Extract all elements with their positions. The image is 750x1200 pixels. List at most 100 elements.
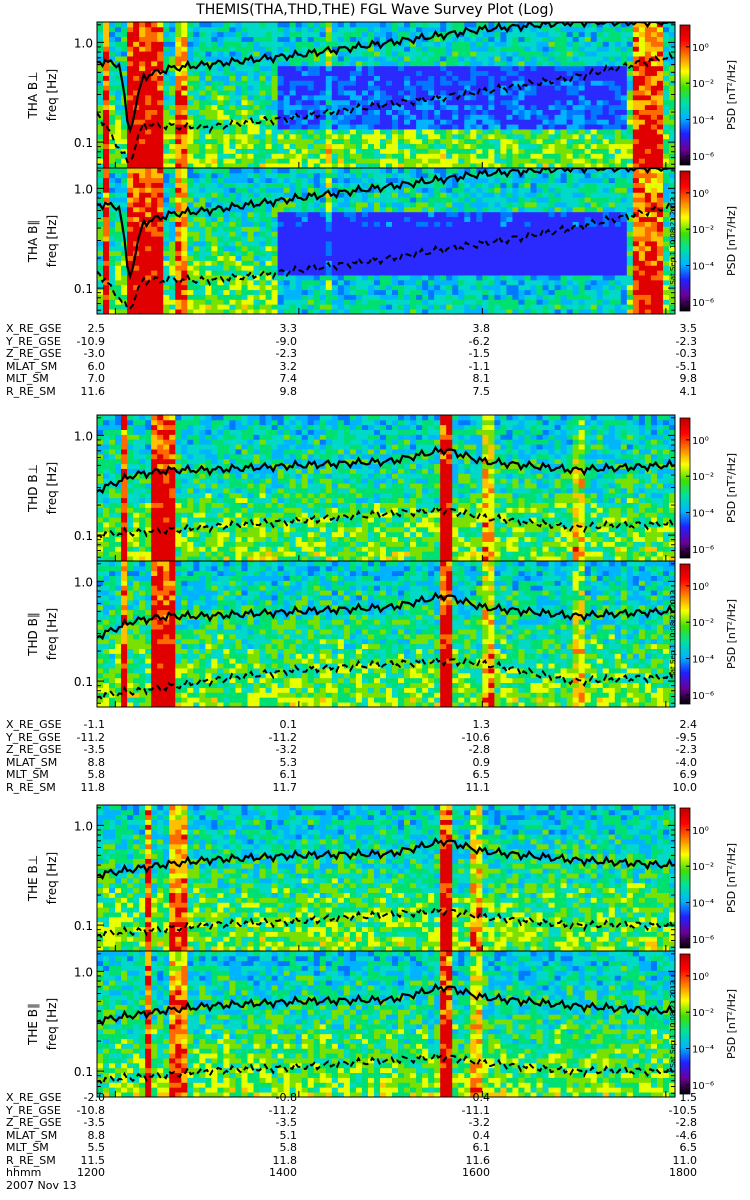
ephemeris-row-label: R_RE_SM: [6, 384, 56, 398]
ephemeris-value: -1.1: [83, 718, 105, 731]
ephemeris-value: -3.2: [275, 743, 297, 756]
ephemeris-value: -1.1: [468, 359, 490, 373]
tha-bpar-dashed-line: [97, 200, 675, 310]
ephemeris-row-label: X_RE_GSE: [6, 1091, 62, 1104]
thd-bperp-spectrogram: [97, 415, 675, 561]
colorbar: [679, 563, 691, 705]
y-tick-label: 1.0: [74, 575, 93, 589]
ephemeris-row-label: R_RE_SM: [6, 1153, 56, 1167]
timestamp-stamp: Sat Sep 1 10:08:21 2012: [669, 590, 677, 677]
ephemeris-value: -11.2: [268, 1103, 297, 1117]
ephemeris-value: 5.5: [87, 1141, 106, 1154]
colorbar-tick-label: 10⁻⁴: [692, 116, 714, 127]
colorbar-tick-label: 10⁻²: [692, 472, 714, 483]
ephemeris-value: -2.3: [275, 347, 297, 360]
colorbar-label: PSD [nT²/Hz]: [725, 599, 738, 669]
the-bpar-ylabel: THE B∥: [26, 1003, 40, 1046]
colorbar-tick-label: 10⁻⁶: [692, 691, 714, 702]
ephemeris-value: -2.3: [675, 334, 697, 348]
thd-bperp-dashed-line: [97, 504, 675, 541]
ephemeris-value: 4.1: [679, 384, 698, 398]
thd-bpar-spectrogram: [97, 561, 675, 707]
ephemeris-value: 2.4: [679, 718, 698, 731]
ephemeris-value: -9.0: [275, 334, 297, 348]
ephemeris-value: 9.8: [279, 384, 298, 398]
ephemeris-value: 0.4: [472, 1128, 491, 1142]
the-bpar-dashed-line: [97, 1051, 675, 1087]
ephemeris-value: -3.2: [468, 1116, 490, 1129]
the-bperp-solid-line: [97, 837, 675, 881]
colorbar-tick-label: 10⁰: [692, 436, 709, 447]
the-bpar-solid-line: [97, 983, 675, 1027]
thd-bperp-ylabel-sub: freq [Hz]: [45, 462, 59, 514]
ephemeris-row-label: MLT_SM: [6, 768, 49, 781]
ephemeris-value: 8.8: [87, 755, 106, 769]
ephemeris-value: 0.9: [472, 755, 491, 769]
ephemeris-value: 7.0: [87, 372, 106, 385]
tha-bperp-spectrogram: [97, 22, 675, 168]
ephemeris-value: 1200: [77, 1166, 105, 1179]
ephemeris-value: 11.6: [465, 1153, 491, 1167]
colorbar-label: PSD [nT²/Hz]: [725, 843, 738, 913]
colorbar-tick-label: 10⁻⁴: [692, 899, 714, 910]
tha-ephemeris-table: X_RE_GSE 2.5 3.3 3.8 3.5 Y_RE_GSE -10.9 -9.0 -6.…: [0, 322, 750, 403]
colorbar-tick-label: 10⁻²: [692, 225, 714, 236]
ephemeris-value: 1.3: [472, 718, 491, 731]
ephemeris-row-label: Z_RE_GSE: [6, 743, 62, 756]
y-tick-label: 0.1: [74, 282, 93, 296]
y-tick-label: 0.1: [74, 919, 93, 933]
colorbar-tick-label: 10⁻⁴: [692, 1045, 714, 1056]
ephemeris-value: -11.1: [461, 1103, 490, 1117]
colorbar-tick-label: 10⁰: [692, 43, 709, 54]
ephemeris-value: -0.8: [275, 1091, 297, 1104]
ephemeris-value: 7.5: [472, 384, 491, 398]
ephemeris-value: 1800: [669, 1166, 697, 1179]
ephemeris-value: -4.0: [675, 755, 697, 769]
ephemeris-row-label: MLAT_SM: [6, 359, 58, 373]
ephemeris-value: 10.0: [672, 780, 698, 794]
ephemeris-row-label: X_RE_GSE: [6, 718, 62, 731]
y-tick-label: 1.0: [74, 965, 93, 979]
ephemeris-value: 0.4: [472, 1091, 491, 1104]
ephemeris-value: 6.5: [472, 768, 491, 781]
ephemeris-value: -3.5: [83, 1116, 105, 1129]
tha-bperp-ylabel-sub: freq [Hz]: [45, 69, 59, 121]
ephemeris-value: 6.9: [679, 768, 698, 781]
colorbar-tick-label: 10⁻⁶: [692, 935, 714, 946]
ephemeris-value: 3.2: [279, 359, 298, 373]
thd-bpar-panel: 1.0 0.1 THD B∥ freq [Hz] Sat Sep 1 10:08:21 …: [26, 560, 738, 708]
ephemeris-value: 6.0: [87, 359, 106, 373]
ephemeris-value: 6.1: [279, 768, 298, 781]
page-title: THEMIS(THA,THD,THE) FGL Wave Survey Plot…: [196, 2, 554, 18]
colorbar-tick-label: 10⁻⁴: [692, 262, 714, 273]
ephemeris-row-label: Y_RE_GSE: [6, 730, 61, 744]
y-tick-label: 0.1: [74, 529, 93, 543]
ephemeris-value: -11.2: [268, 730, 297, 744]
thd-ephemeris-table: X_RE_GSE -1.1 0.1 1.3 2.4 Y_RE_GSE -11.2 -11.2-…: [0, 718, 750, 799]
timestamp-stamp: Sat Sep 1 10:08:21 2012: [669, 980, 677, 1067]
ephemeris-value: 0.1: [279, 718, 298, 731]
colorbar: [679, 24, 691, 166]
ephemeris-value: 6.5: [679, 1141, 698, 1154]
colorbar: [679, 953, 691, 1095]
ephemeris-value: 5.8: [279, 1141, 298, 1154]
ephemeris-value: 1600: [462, 1166, 490, 1179]
tha-bperp-dashed-line: [97, 51, 675, 164]
ephemeris-value: 11.8: [272, 1153, 298, 1167]
ephemeris-value: 11.1: [465, 780, 491, 794]
ephemeris-value: -2.8: [675, 1116, 697, 1129]
colorbar-tick-label: 10⁻⁶: [692, 298, 714, 309]
ephemeris-value: -5.1: [675, 359, 697, 373]
y-tick-label: 1.0: [74, 819, 93, 833]
ephemeris-row-label: Z_RE_GSE: [6, 1116, 62, 1129]
colorbar: [679, 170, 691, 312]
ephemeris-value: -3.0: [83, 347, 105, 360]
ephemeris-row-label: MLAT_SM: [6, 1128, 58, 1142]
the-bpar-panel: 1.0 0.1 THE B∥ freq [Hz] Sat Sep 1 10:08:21 …: [26, 950, 738, 1098]
colorbar: [679, 807, 691, 949]
ephemeris-value: -11.2: [76, 730, 105, 744]
thd-bperp-solid-line: [97, 445, 675, 495]
ephemeris-value: -3.5: [275, 1116, 297, 1129]
colorbar-tick-label: 10⁰: [692, 972, 709, 983]
